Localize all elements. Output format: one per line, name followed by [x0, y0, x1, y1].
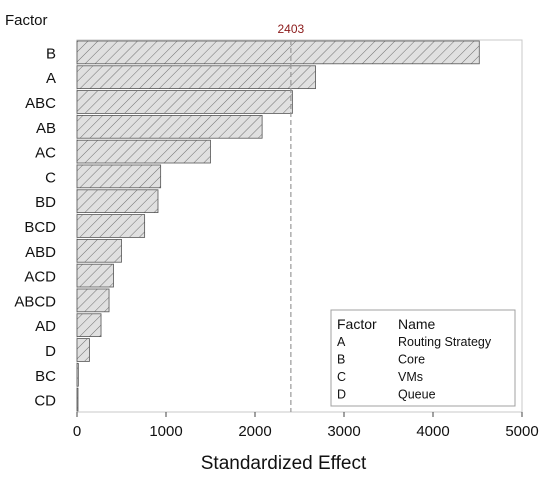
- x-tick-label: 4000: [416, 423, 449, 440]
- bar: [76, 362, 79, 387]
- legend-factor: B: [337, 353, 345, 367]
- bar: [76, 313, 102, 338]
- category-tick-label: B: [46, 45, 56, 62]
- category-tick-label: ABD: [25, 244, 56, 261]
- bar: [76, 40, 480, 65]
- legend-factor: D: [337, 388, 346, 402]
- category-tick-label: AB: [36, 120, 56, 137]
- category-tick-label: C: [45, 169, 56, 186]
- category-axis-title: Factor: [5, 12, 48, 29]
- reference-line-label: 2403: [278, 22, 305, 36]
- x-axis-label: Standardized Effect: [201, 453, 367, 474]
- legend-name: Routing Strategy: [398, 335, 492, 349]
- category-tick-label: AC: [35, 145, 56, 162]
- x-tick-label: 3000: [327, 423, 360, 440]
- legend-name: Core: [398, 353, 425, 367]
- bar: [76, 288, 110, 313]
- bar: [76, 139, 211, 164]
- category-tick-label: BC: [35, 368, 56, 385]
- bar: [76, 263, 114, 288]
- bar: [76, 338, 90, 362]
- bar: [76, 238, 122, 263]
- legend-box: [330, 309, 516, 407]
- legend-factor: C: [337, 370, 346, 384]
- category-tick-label: BD: [35, 194, 56, 211]
- x-tick-label: 1000: [149, 423, 182, 440]
- legend-name: Queue: [398, 388, 436, 402]
- category-tick-label: ABC: [25, 95, 56, 112]
- legend-header-factor: Factor: [337, 316, 377, 332]
- bar: [76, 214, 146, 238]
- bar: [76, 387, 79, 412]
- bar: [76, 189, 159, 214]
- bar: [76, 114, 263, 139]
- legend-header-name: Name: [398, 316, 436, 332]
- x-tick-label: 0: [73, 423, 81, 440]
- category-tick-label: BCD: [24, 219, 56, 236]
- bar: [76, 164, 162, 189]
- category-tick-label: ACD: [24, 269, 56, 286]
- category-tick-label: A: [46, 70, 56, 87]
- bar: [76, 90, 293, 114]
- category-tick-label: ABCD: [14, 293, 56, 310]
- x-tick-label: 2000: [238, 423, 271, 440]
- category-tick-label: AD: [35, 318, 56, 335]
- legend-factor: A: [337, 335, 346, 349]
- legend-name: VMs: [398, 370, 423, 384]
- x-tick-label: 5000: [505, 423, 538, 440]
- bar: [76, 65, 316, 90]
- category-tick-label: D: [45, 343, 56, 360]
- category-tick-label: CD: [34, 393, 56, 410]
